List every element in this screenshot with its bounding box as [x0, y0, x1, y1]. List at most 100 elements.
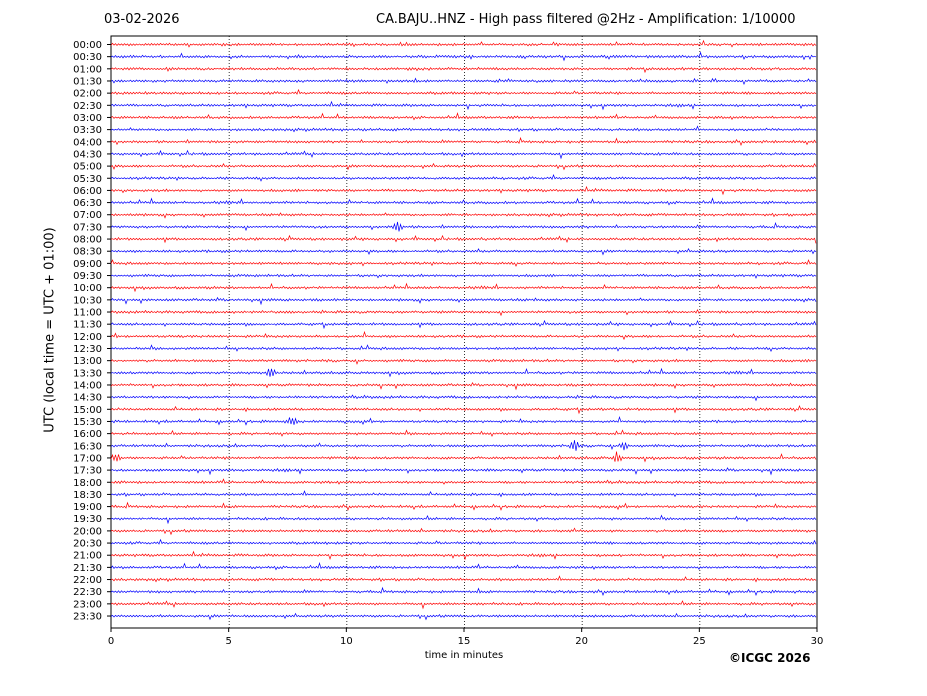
y-tick-label: 00:30: [73, 52, 102, 63]
y-tick-label: 05:30: [73, 174, 102, 185]
y-tick-label: 16:30: [73, 441, 102, 452]
y-tick-label: 13:00: [73, 356, 102, 367]
trace-1100: [110, 309, 817, 317]
y-tick-label: 20:30: [73, 539, 102, 550]
y-tick-label: 07:00: [73, 210, 102, 221]
y-tick-label: 15:00: [73, 405, 102, 416]
trace-1600: [110, 429, 817, 437]
trace-2100: [110, 550, 817, 561]
x-tick-label: 10: [340, 636, 353, 647]
y-tick-label: 21:30: [73, 563, 102, 574]
y-tick-label: 05:00: [73, 162, 102, 173]
trace-1530: [110, 415, 817, 426]
y-tick-label: 09:00: [73, 259, 102, 270]
trace-1900: [110, 501, 817, 511]
y-tick-label: 14:30: [73, 393, 102, 404]
y-tick-label: 02:00: [73, 89, 102, 100]
trace-1000: [110, 282, 817, 293]
trace-1330: [110, 367, 817, 378]
trace-0330: [110, 125, 817, 133]
y-tick-label: 18:00: [73, 478, 102, 489]
trace-0800: [110, 234, 817, 244]
y-tick-label: 22:00: [73, 575, 102, 586]
trace-1730: [110, 467, 817, 476]
trace-0930: [110, 273, 817, 279]
y-tick-label: 01:00: [73, 64, 102, 75]
trace-2300: [110, 600, 817, 610]
y-tick-label: 06:30: [73, 198, 102, 209]
y-tick-label: 09:30: [73, 271, 102, 282]
trace-1130: [110, 319, 817, 330]
trace-1200: [110, 330, 817, 341]
y-tick-label: 06:00: [73, 186, 102, 197]
trace-1400: [110, 382, 817, 391]
trace-1700: [110, 451, 817, 463]
y-tick-label: 21:00: [73, 551, 102, 562]
trace-0600: [110, 185, 817, 196]
y-tick-label: 23:00: [73, 599, 102, 610]
trace-1500: [110, 405, 817, 415]
y-tick-label: 12:00: [73, 332, 102, 343]
x-tick-label: 5: [225, 636, 231, 647]
trace-0000: [110, 39, 817, 48]
trace-0830: [110, 247, 817, 256]
y-tick-label: 17:30: [73, 466, 102, 477]
trace-0300: [110, 112, 817, 121]
trace-0430: [110, 149, 817, 160]
trace-1230: [110, 344, 817, 352]
y-tick-label: 02:30: [73, 101, 102, 112]
trace-0100: [110, 66, 817, 74]
x-tick-label: 20: [575, 636, 588, 647]
trace-0130: [110, 77, 817, 86]
y-tick-label: 10:30: [73, 295, 102, 306]
trace-0700: [110, 212, 817, 219]
plot-date: 03-02-2026: [104, 12, 180, 27]
plot-title: CA.BAJU..HNZ - High pass filtered @2Hz -…: [376, 12, 796, 27]
x-tick-label: 15: [458, 636, 471, 647]
y-tick-label: 00:00: [73, 40, 102, 51]
y-tick-label: 08:30: [73, 247, 102, 258]
trace-1630: [110, 440, 817, 451]
copyright-notice: ©ICGC 2026: [729, 651, 811, 665]
trace-0030: [110, 51, 817, 62]
trace-1830: [110, 490, 817, 498]
trace-2030: [110, 538, 817, 546]
y-tick-label: 04:00: [73, 137, 102, 148]
y-tick-label: 12:30: [73, 344, 102, 355]
x-tick-label: 0: [108, 636, 114, 647]
trace-0630: [110, 197, 817, 206]
x-tick-label: 25: [693, 636, 706, 647]
y-tick-label: 17:00: [73, 453, 102, 464]
trace-2330: [110, 612, 817, 621]
trace-1430: [110, 394, 817, 402]
y-tick-label: 22:30: [73, 587, 102, 598]
y-tick-label: 15:30: [73, 417, 102, 428]
plot-frame: [110, 35, 818, 629]
trace-0900: [110, 259, 817, 267]
y-tick-label: 16:00: [73, 429, 102, 440]
trace-1030: [110, 296, 817, 306]
trace-1800: [110, 478, 817, 485]
y-tick-label: 10:00: [73, 283, 102, 294]
y-tick-label: 20:00: [73, 526, 102, 537]
trace-0530: [110, 173, 817, 182]
x-tick-label: 30: [811, 636, 824, 647]
trace-0730: [110, 221, 817, 232]
trace-2230: [110, 586, 817, 596]
y-tick-label: 11:30: [73, 320, 102, 331]
y-tick-label: 19:30: [73, 514, 102, 525]
y-tick-label: 19:00: [73, 502, 102, 513]
trace-0200: [110, 88, 817, 96]
trace-2130: [110, 562, 817, 571]
trace-0500: [110, 162, 817, 171]
trace-1300: [110, 358, 817, 365]
y-tick-label: 01:30: [73, 76, 102, 87]
y-tick-label: 23:30: [73, 612, 102, 623]
trace-0400: [110, 136, 817, 147]
y-tick-label: 03:00: [73, 113, 102, 124]
y-tick-label: 13:30: [73, 368, 102, 379]
y-tick-label: 04:30: [73, 149, 102, 160]
y-tick-label: 18:30: [73, 490, 102, 501]
y-tick-label: 03:30: [73, 125, 102, 136]
